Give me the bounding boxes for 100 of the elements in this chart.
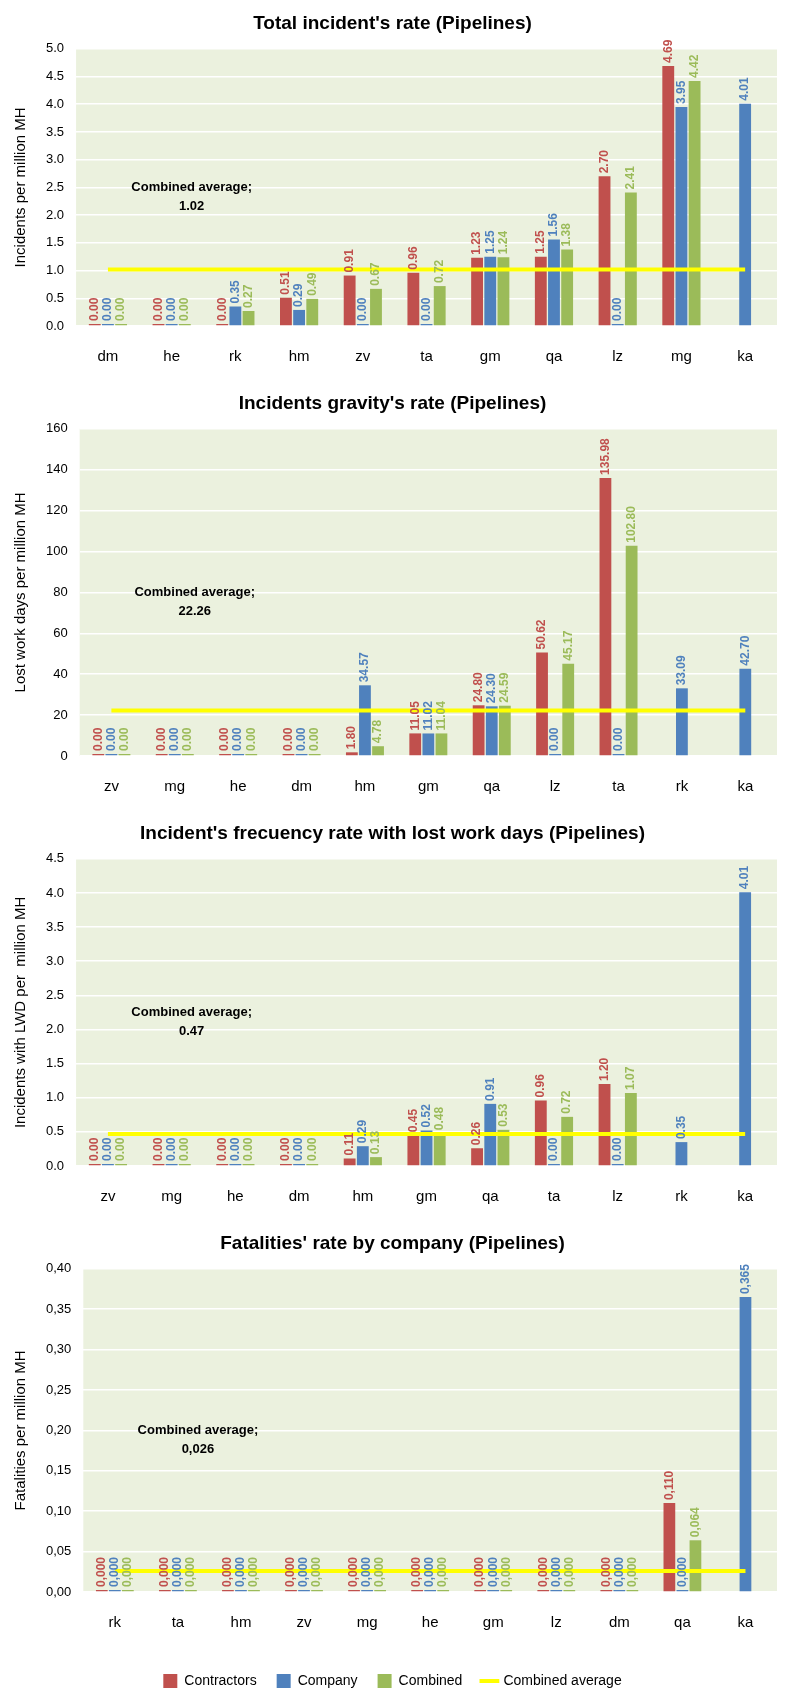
data-label: 0,000 xyxy=(485,1556,500,1587)
y-tick-label: 4.5 xyxy=(45,68,65,84)
x-tick-label: zv xyxy=(355,347,371,365)
data-label: 0,000 xyxy=(535,1556,550,1587)
data-label: 4.01 xyxy=(737,77,752,101)
x-tick-label: lz xyxy=(612,347,624,365)
data-label: 0,000 xyxy=(359,1556,374,1587)
y-tick-label: 1.5 xyxy=(45,234,65,250)
y-tick-label: 3.0 xyxy=(45,952,65,968)
data-label: 0.67 xyxy=(368,262,383,286)
data-label: 0,000 xyxy=(346,1556,361,1587)
bar xyxy=(536,652,548,756)
bar xyxy=(498,705,511,756)
data-label: 0,000 xyxy=(157,1556,172,1587)
data-label: 2.41 xyxy=(623,165,638,190)
x-tick-label: gm xyxy=(416,1187,437,1205)
y-tick-label: 2.0 xyxy=(45,1021,65,1037)
bar xyxy=(561,249,574,326)
y-tick-label: 2.0 xyxy=(45,206,65,222)
data-label: 0.27 xyxy=(240,284,255,309)
data-label: 0.00 xyxy=(163,297,178,321)
data-label: 0.00 xyxy=(180,727,195,751)
data-label: 0.00 xyxy=(214,1137,229,1161)
data-label: 0.00 xyxy=(610,297,625,321)
y-axis-title: Lost work days per million MH xyxy=(11,492,29,693)
data-label: 0.00 xyxy=(163,1137,178,1161)
legend-label: Contractors xyxy=(184,1671,257,1688)
bar xyxy=(370,288,382,326)
data-label: 0.00 xyxy=(116,727,131,751)
data-label: 0.91 xyxy=(482,1077,497,1101)
y-tick-label: 0,30 xyxy=(45,1341,72,1357)
data-label: 0.48 xyxy=(432,1106,447,1131)
y-tick-label: 0,15 xyxy=(45,1462,72,1478)
data-label: 0.52 xyxy=(418,1103,433,1128)
x-tick-label: rk xyxy=(675,777,689,795)
x-tick-label: hm xyxy=(230,1613,252,1631)
bar xyxy=(534,256,547,326)
x-tick-label: ka xyxy=(737,777,754,795)
x-tick-label: ka xyxy=(737,1613,755,1631)
y-tick-label: 160 xyxy=(45,420,68,436)
x-tick-label: ta xyxy=(612,777,626,795)
data-label: 4.78 xyxy=(370,719,385,744)
data-label: 24.80 xyxy=(470,671,485,703)
y-tick-label: 0,40 xyxy=(45,1260,72,1276)
x-tick-label: qa xyxy=(481,1187,500,1205)
y-tick-label: 1.0 xyxy=(45,262,65,278)
data-label: 0.00 xyxy=(150,1137,165,1161)
data-label: 0,110 xyxy=(661,1470,676,1501)
chart-title: Total incident's rate (Pipelines) xyxy=(253,11,532,33)
data-label: 0.00 xyxy=(214,297,229,321)
bar xyxy=(409,733,422,756)
bar xyxy=(676,688,688,756)
y-tick-label: 40 xyxy=(53,665,68,681)
data-label: 2.70 xyxy=(596,149,611,174)
y-axis-title: Incidents per million MH xyxy=(11,107,29,268)
y-tick-label: 1.5 xyxy=(45,1055,65,1071)
bar xyxy=(598,176,611,326)
data-label: 0.00 xyxy=(100,1137,115,1161)
data-label: 0,000 xyxy=(674,1556,689,1587)
bar xyxy=(280,297,292,326)
x-tick-label: he xyxy=(163,347,180,365)
data-label: 0.00 xyxy=(87,297,102,321)
data-label: 0,000 xyxy=(498,1556,513,1587)
data-label: 0,000 xyxy=(561,1556,576,1587)
data-label: 0.00 xyxy=(100,297,115,321)
bar xyxy=(343,275,356,326)
data-label: 34.57 xyxy=(357,651,372,683)
data-label: 0,000 xyxy=(409,1556,424,1587)
data-label: 0,000 xyxy=(548,1556,563,1587)
bar xyxy=(407,272,420,326)
bar xyxy=(433,286,446,326)
y-axis-title: Fatalities per million MH xyxy=(11,1350,29,1511)
data-label: 0.49 xyxy=(304,272,319,296)
y-tick-label: 0.5 xyxy=(45,289,65,305)
x-tick-label: lz xyxy=(550,1613,562,1631)
data-label: 0.72 xyxy=(559,1090,574,1114)
data-label: 24.30 xyxy=(484,672,499,704)
bar xyxy=(599,477,612,756)
bar xyxy=(435,733,448,756)
data-label: 0,000 xyxy=(183,1556,198,1587)
data-label: 1.25 xyxy=(482,230,497,254)
annotation: Combined average; 0.47 xyxy=(131,1003,252,1038)
data-label: 0,000 xyxy=(309,1556,324,1587)
data-label: 1.56 xyxy=(546,212,561,237)
bar xyxy=(624,192,637,326)
data-label: 50.62 xyxy=(534,619,549,650)
x-tick-label: lz xyxy=(612,1187,624,1205)
y-tick-label: 0,35 xyxy=(45,1300,72,1316)
data-label: 0.45 xyxy=(405,1108,420,1133)
data-label: 0.53 xyxy=(495,1103,510,1127)
data-label: 42.70 xyxy=(737,635,752,666)
x-tick-label: ta xyxy=(547,1187,561,1205)
data-label: 1.24 xyxy=(495,230,510,255)
y-tick-label: 0.0 xyxy=(45,1157,65,1173)
data-label: 0.96 xyxy=(533,1073,548,1098)
y-tick-label: 2.5 xyxy=(45,986,65,1002)
x-tick-label: hm xyxy=(354,777,376,795)
data-label: 0.00 xyxy=(291,1137,306,1161)
data-label: 1.80 xyxy=(344,725,359,750)
x-tick-label: mg xyxy=(164,777,186,795)
